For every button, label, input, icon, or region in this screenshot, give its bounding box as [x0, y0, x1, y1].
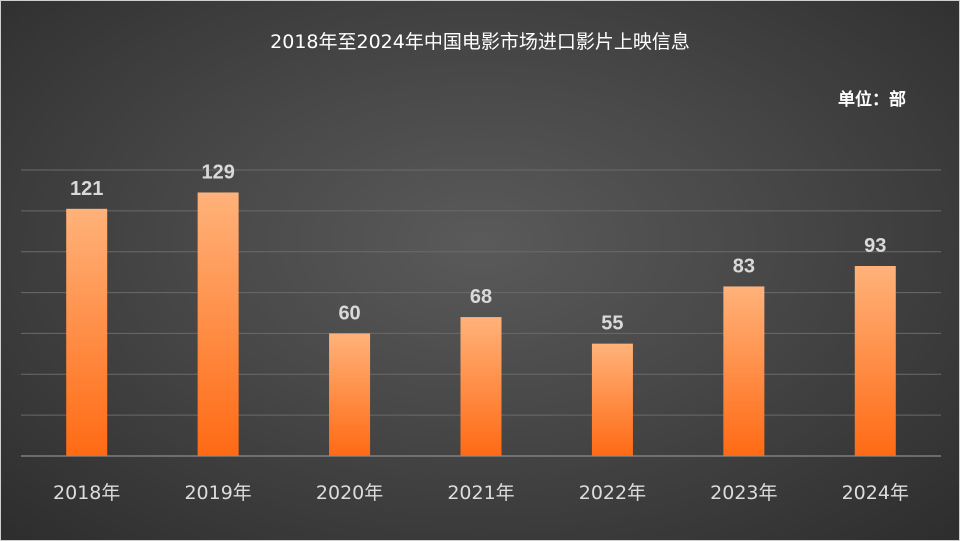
bar-1	[66, 208, 108, 456]
x-tick-label-5: 2022年	[579, 482, 646, 504]
x-tick-label-6: 2023年	[710, 482, 777, 504]
x-tick-label-4: 2021年	[447, 482, 514, 504]
bar-7	[854, 266, 896, 456]
value-label-7: 93	[864, 235, 886, 257]
bar-3	[329, 333, 371, 456]
x-tick-label-1: 2018年	[53, 482, 120, 504]
value-label-4: 68	[470, 286, 492, 308]
x-tick-label-7: 2024年	[842, 482, 909, 504]
chart-title: 2018年至2024年中国电影市场进口影片上映信息	[270, 31, 690, 53]
bar-2	[197, 192, 239, 456]
x-tick-label-3: 2020年	[316, 482, 383, 504]
bar-5	[591, 343, 633, 456]
bar-6	[723, 286, 765, 456]
unit-label: 单位：部	[838, 89, 906, 110]
value-label-2: 129	[201, 161, 234, 183]
value-label-5: 55	[601, 313, 623, 335]
value-label-1: 121	[70, 178, 103, 200]
value-label-3: 60	[338, 302, 360, 324]
data-labels: 121 129 60 68 55 83 93	[70, 161, 886, 334]
x-tick-label-2: 2019年	[184, 482, 251, 504]
bars	[66, 192, 896, 456]
x-tick-labels: 2018年 2019年 2020年 2021年 2022年 2023年 2024年	[53, 482, 909, 504]
value-label-6: 83	[733, 255, 755, 277]
bar-4	[460, 317, 502, 456]
